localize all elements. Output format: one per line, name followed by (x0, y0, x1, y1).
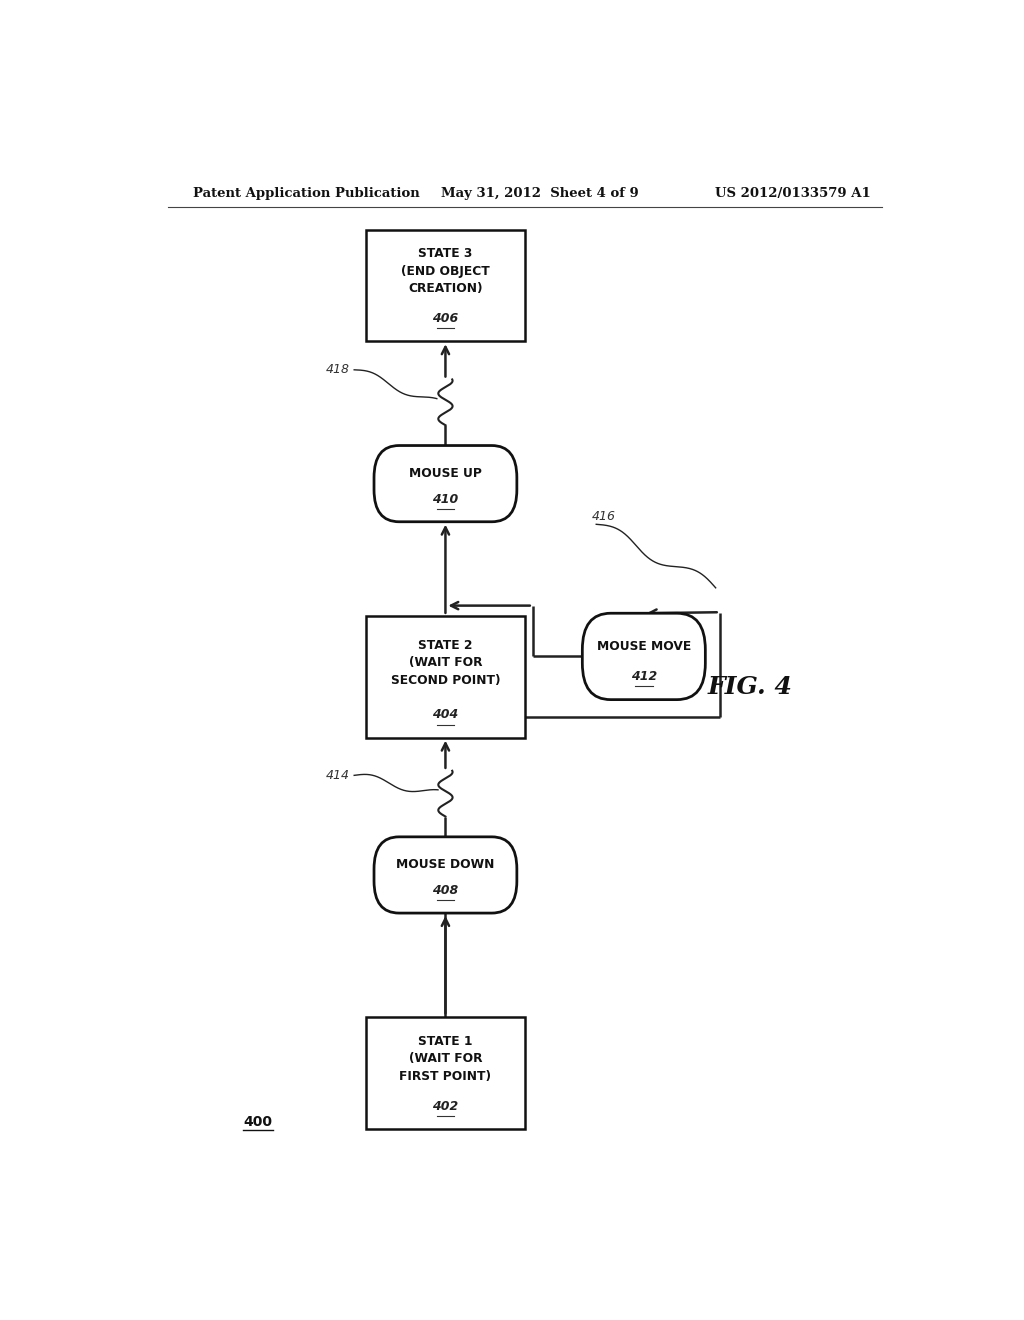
Text: 414: 414 (327, 768, 350, 781)
Text: 418: 418 (327, 363, 350, 376)
Text: 406: 406 (432, 312, 459, 325)
Text: 400: 400 (243, 1115, 272, 1129)
Text: STATE 3
(END OBJECT
CREATION): STATE 3 (END OBJECT CREATION) (401, 247, 489, 296)
Text: 404: 404 (432, 709, 459, 722)
Text: 402: 402 (432, 1100, 459, 1113)
Text: STATE 1
(WAIT FOR
FIRST POINT): STATE 1 (WAIT FOR FIRST POINT) (399, 1035, 492, 1082)
Text: 410: 410 (432, 492, 459, 506)
Text: Patent Application Publication: Patent Application Publication (194, 187, 420, 201)
Text: FIG. 4: FIG. 4 (708, 675, 793, 698)
FancyBboxPatch shape (367, 230, 524, 342)
Text: MOUSE UP: MOUSE UP (409, 467, 482, 480)
Text: 408: 408 (432, 884, 459, 896)
Text: STATE 2
(WAIT FOR
SECOND POINT): STATE 2 (WAIT FOR SECOND POINT) (391, 639, 500, 686)
Text: US 2012/0133579 A1: US 2012/0133579 A1 (715, 187, 871, 201)
Text: MOUSE DOWN: MOUSE DOWN (396, 858, 495, 871)
Text: 416: 416 (592, 510, 616, 523)
FancyBboxPatch shape (367, 1018, 524, 1129)
FancyBboxPatch shape (374, 446, 517, 521)
FancyBboxPatch shape (374, 837, 517, 913)
Text: MOUSE MOVE: MOUSE MOVE (597, 640, 691, 653)
Text: May 31, 2012  Sheet 4 of 9: May 31, 2012 Sheet 4 of 9 (441, 187, 639, 201)
FancyBboxPatch shape (583, 614, 706, 700)
FancyBboxPatch shape (367, 615, 524, 738)
Text: 412: 412 (631, 671, 657, 684)
